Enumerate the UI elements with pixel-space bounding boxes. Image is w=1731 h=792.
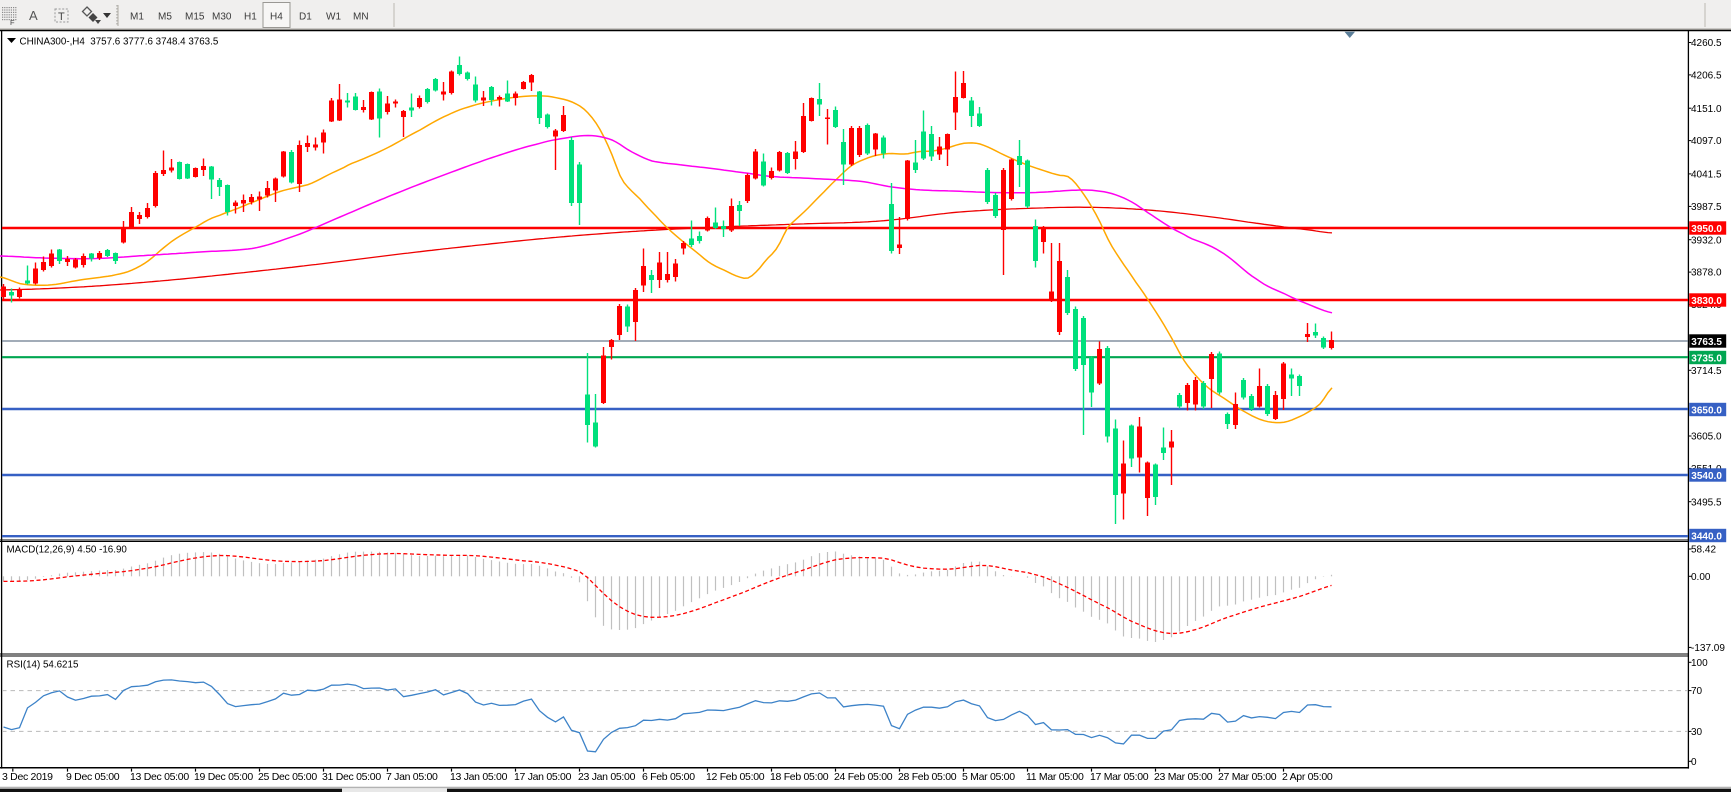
svg-text:27 Mar 05:00: 27 Mar 05:00	[1218, 771, 1277, 783]
svg-text:70: 70	[1691, 686, 1703, 697]
svg-text:A: A	[29, 8, 38, 23]
svg-text:12 Feb 05:00: 12 Feb 05:00	[706, 771, 765, 783]
svg-text:-137.09: -137.09	[1691, 643, 1725, 654]
svg-text:3440.0: 3440.0	[1691, 531, 1722, 542]
svg-text:25 Dec 05:00: 25 Dec 05:00	[258, 771, 317, 783]
svg-text:CHINA300-,H4 3757.6 3777.6 37: CHINA300-,H4 3757.6 3777.6 3748.4 3763.5	[20, 37, 219, 48]
svg-text:2 Apr 05:00: 2 Apr 05:00	[1282, 771, 1333, 783]
svg-text:3932.0: 3932.0	[1691, 235, 1722, 246]
svg-text:30: 30	[1691, 727, 1703, 738]
svg-text:23 Mar 05:00: 23 Mar 05:00	[1154, 771, 1213, 783]
svg-text:M1: M1	[130, 12, 144, 23]
svg-text:M15: M15	[185, 12, 205, 23]
svg-text:3878.0: 3878.0	[1691, 268, 1722, 279]
svg-text:M30: M30	[212, 12, 232, 23]
svg-text:D1: D1	[299, 12, 312, 23]
svg-text:58.42: 58.42	[1691, 545, 1716, 556]
svg-text:3950.0: 3950.0	[1691, 224, 1722, 235]
svg-text:24 Feb 05:00: 24 Feb 05:00	[834, 771, 893, 783]
svg-text:3 Dec 2019: 3 Dec 2019	[2, 771, 53, 783]
svg-text:19 Dec 05:00: 19 Dec 05:00	[194, 771, 253, 783]
svg-text:7 Jan 05:00: 7 Jan 05:00	[386, 771, 438, 783]
svg-text:9 Dec 05:00: 9 Dec 05:00	[66, 771, 120, 783]
svg-text:4041.5: 4041.5	[1691, 170, 1722, 181]
svg-text:6 Feb 05:00: 6 Feb 05:00	[642, 771, 695, 783]
svg-text:3605.0: 3605.0	[1691, 432, 1722, 443]
svg-text:RSI(14) 54.6215: RSI(14) 54.6215	[7, 660, 79, 671]
svg-text:17 Jan 05:00: 17 Jan 05:00	[514, 771, 572, 783]
svg-text:M5: M5	[158, 12, 172, 23]
svg-text:11 Mar 05:00: 11 Mar 05:00	[1026, 771, 1084, 783]
svg-text:T: T	[58, 11, 65, 23]
svg-text:0.00: 0.00	[1691, 572, 1711, 583]
svg-text:MACD(12,26,9) 4.50 -16.90: MACD(12,26,9) 4.50 -16.90	[7, 545, 128, 556]
svg-text:13 Jan 05:00: 13 Jan 05:00	[450, 771, 508, 783]
svg-text:H4: H4	[270, 12, 283, 23]
svg-text:F: F	[10, 18, 15, 27]
svg-text:4260.5: 4260.5	[1691, 38, 1722, 49]
svg-text:31 Dec 05:00: 31 Dec 05:00	[322, 771, 381, 783]
svg-text:100: 100	[1691, 658, 1708, 669]
svg-text:3540.0: 3540.0	[1691, 471, 1722, 482]
svg-text:23 Jan 05:00: 23 Jan 05:00	[578, 771, 636, 783]
svg-text:3735.0: 3735.0	[1691, 353, 1722, 364]
svg-text:3650.0: 3650.0	[1691, 405, 1722, 416]
svg-text:3763.5: 3763.5	[1691, 337, 1722, 348]
svg-text:4206.5: 4206.5	[1691, 71, 1722, 82]
svg-text:H1: H1	[244, 12, 257, 23]
svg-text:18 Feb 05:00: 18 Feb 05:00	[770, 771, 829, 783]
svg-text:28 Feb 05:00: 28 Feb 05:00	[898, 771, 957, 783]
svg-text:5 Mar 05:00: 5 Mar 05:00	[962, 771, 1015, 783]
svg-text:3714.5: 3714.5	[1691, 366, 1722, 377]
svg-text:13 Dec 05:00: 13 Dec 05:00	[130, 771, 189, 783]
svg-text:MN: MN	[353, 12, 369, 23]
svg-text:W1: W1	[326, 12, 341, 23]
svg-text:3987.5: 3987.5	[1691, 202, 1722, 213]
svg-text:4151.0: 4151.0	[1691, 104, 1722, 115]
svg-text:3495.5: 3495.5	[1691, 497, 1722, 508]
svg-text:4097.0: 4097.0	[1691, 136, 1722, 147]
svg-text:17 Mar 05:00: 17 Mar 05:00	[1090, 771, 1149, 783]
svg-text:3830.0: 3830.0	[1691, 296, 1722, 307]
svg-text:0: 0	[1691, 757, 1697, 768]
